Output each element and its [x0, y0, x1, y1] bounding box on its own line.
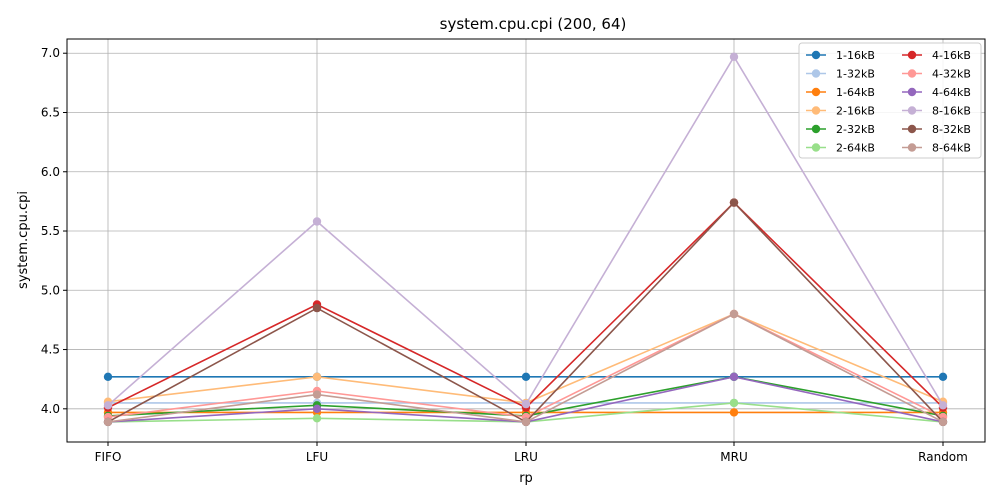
data-point	[312, 217, 322, 226]
legend: 1-16kB 1-32kB 1-64kB 2-16kB 2-32kB 2-64kB 4-16…	[798, 42, 982, 159]
chart-title: system.cpu.cpi (200, 64)	[440, 15, 627, 33]
x-tick-label: LFU	[306, 450, 328, 464]
data-point	[729, 52, 739, 61]
legend-item: 1-64kB	[806, 86, 875, 99]
x-tick-label: MRU	[720, 450, 747, 464]
y-tick-label: 6.0	[41, 165, 60, 179]
legend-label: 2-64kB	[836, 142, 875, 155]
legend-label: 4-64kB	[932, 86, 971, 99]
legend-marker	[907, 124, 917, 134]
data-point	[729, 398, 739, 408]
x-tick-label: LRU	[514, 450, 538, 464]
y-tick-label: 4.5	[41, 343, 60, 357]
series-line	[107, 201, 944, 423]
legend-marker	[811, 87, 821, 97]
y-tick-label: 5.0	[41, 283, 60, 297]
legend-marker	[907, 143, 917, 152]
legend-label: 2-32kB	[836, 123, 875, 136]
data-point	[103, 417, 113, 427]
x-axis-ticks: FIFO LFU LRU MRU Random	[95, 442, 968, 464]
legend-item: 8-64kB	[902, 142, 971, 155]
legend-marker	[811, 106, 821, 115]
legend-item: 8-16kB	[902, 105, 971, 118]
data-point	[521, 372, 531, 381]
y-axis-ticks: 4.0 4.5 5.0 5.5 6.0 6.5 7.0	[41, 46, 67, 416]
y-tick-label: 6.5	[41, 105, 60, 119]
legend-label: 4-16kB	[932, 49, 971, 62]
legend-item: 2-64kB	[806, 142, 875, 155]
legend-label: 1-16kB	[836, 49, 875, 62]
y-tick-label: 5.5	[41, 224, 60, 238]
legend-label: 8-64kB	[932, 142, 971, 155]
legend-marker	[811, 50, 821, 60]
legend-label: 1-64kB	[836, 86, 875, 99]
legend-marker	[811, 69, 821, 78]
legend-label: 8-32kB	[932, 123, 971, 136]
series-1-16kB	[103, 372, 948, 381]
series-8-16kB	[103, 52, 948, 410]
legend-item: 4-64kB	[902, 86, 971, 99]
data-point	[103, 372, 113, 381]
data-point	[521, 399, 531, 409]
legend-item: 2-16kB	[806, 105, 875, 118]
legend-label: 1-32kB	[836, 68, 875, 81]
data-point	[729, 372, 739, 381]
data-point	[312, 372, 322, 381]
legend-item: 8-32kB	[902, 123, 971, 136]
legend-marker	[811, 124, 821, 134]
data-point	[938, 417, 948, 427]
y-axis-label: system.cpu.cpi	[16, 191, 31, 289]
data-point	[938, 372, 948, 381]
data-point	[312, 414, 322, 423]
x-axis-label: rp	[519, 471, 533, 486]
x-tick-label: FIFO	[95, 450, 122, 464]
legend-item: 2-32kB	[806, 123, 875, 136]
data-point	[312, 404, 322, 413]
series-layer	[103, 52, 948, 427]
legend-item: 4-16kB	[902, 49, 971, 62]
legend-marker	[907, 87, 917, 97]
legend-label: 8-16kB	[932, 105, 971, 118]
data-point	[729, 309, 739, 319]
x-tick-label: Random	[918, 450, 968, 464]
series-8-64kB	[103, 309, 948, 427]
data-point	[729, 198, 739, 207]
data-point	[312, 303, 322, 313]
series-line	[107, 313, 944, 404]
data-point	[312, 390, 322, 399]
data-point	[521, 417, 531, 427]
y-tick-label: 4.0	[41, 402, 60, 416]
legend-marker	[907, 50, 917, 60]
legend-label: 2-16kB	[836, 105, 875, 118]
data-point	[938, 401, 948, 410]
legend-item: 4-32kB	[902, 68, 971, 81]
legend-marker	[907, 106, 917, 115]
legend-item: 1-16kB	[806, 49, 875, 62]
legend-label: 4-32kB	[932, 68, 971, 81]
series-8-32kB	[103, 198, 948, 427]
data-point	[103, 401, 113, 410]
legend-item: 1-32kB	[806, 68, 875, 81]
y-tick-label: 7.0	[41, 46, 60, 60]
legend-marker	[907, 69, 917, 78]
data-point	[729, 408, 739, 417]
legend-marker	[811, 143, 821, 152]
legend-box	[798, 42, 982, 159]
